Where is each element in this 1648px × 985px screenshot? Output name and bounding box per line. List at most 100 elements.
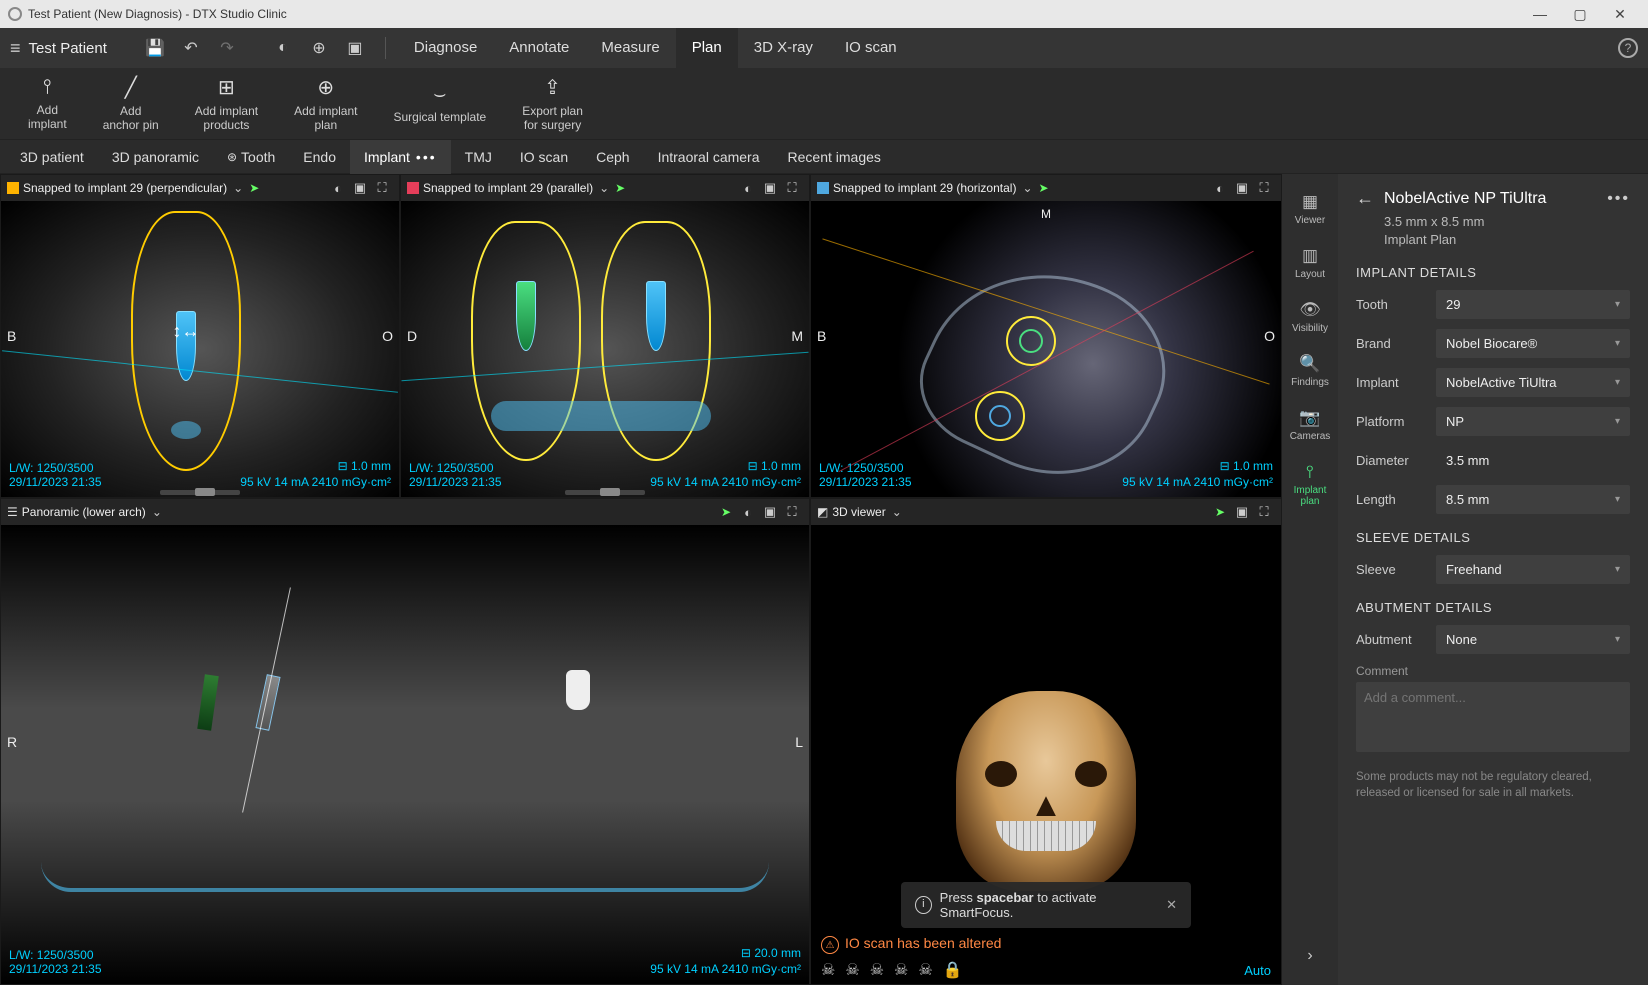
wstab-3d-patient[interactable]: 3D patient <box>6 140 98 174</box>
wstab-implant[interactable]: Implant••• <box>350 140 451 174</box>
tooth-select[interactable]: 29▾ <box>1436 290 1630 319</box>
view-horizontal[interactable]: Snapped to implant 29 (horizontal) ⌄ ➤ ◐… <box>810 174 1282 498</box>
fullscreen-icon[interactable]: ⛶ <box>1253 504 1275 520</box>
wstab-tmj[interactable]: TMJ <box>451 140 506 174</box>
fullscreen-icon[interactable]: ⛶ <box>781 180 803 196</box>
skull-side-icon[interactable]: ☠ <box>845 960 859 980</box>
undo-icon[interactable]: ↶ <box>179 38 203 58</box>
tab-diagnose[interactable]: Diagnose <box>398 28 493 68</box>
fullscreen-icon[interactable]: ⛶ <box>1253 180 1275 196</box>
tab-annotate[interactable]: Annotate <box>493 28 585 68</box>
skull-back-icon[interactable]: ☠ <box>870 960 884 980</box>
help-icon[interactable]: ? <box>1618 38 1638 58</box>
tool2-icon[interactable]: ⊕ <box>307 38 331 58</box>
pointer-icon[interactable]: ➤ <box>1215 505 1225 519</box>
lock-icon[interactable]: 🔒 <box>943 960 963 980</box>
chevron-down-icon[interactable]: ⌄ <box>599 181 609 195</box>
slice-slider[interactable] <box>160 490 240 495</box>
auto-label[interactable]: Auto <box>1244 963 1271 978</box>
comment-input[interactable] <box>1356 682 1630 752</box>
tab-ioscan[interactable]: IO scan <box>829 28 913 68</box>
window-title: Test Patient (New Diagnosis) - DTX Studi… <box>28 7 1520 21</box>
more-options-icon[interactable]: ••• <box>1607 190 1630 208</box>
view-perpendicular[interactable]: Snapped to implant 29 (perpendicular) ⌄ … <box>0 174 400 498</box>
chevron-down-icon[interactable]: ⌄ <box>892 505 902 519</box>
layers-icon[interactable]: ☰ <box>7 505 18 519</box>
tool1-icon[interactable]: ◐ <box>271 39 295 57</box>
abutment-select[interactable]: None▾ <box>1436 625 1630 654</box>
crop-icon[interactable]: ▣ <box>759 180 781 196</box>
crop-icon[interactable]: ▣ <box>759 504 781 520</box>
pointer-icon[interactable]: ➤ <box>615 181 625 195</box>
vt-visibility[interactable]: 👁Visibility <box>1282 290 1338 344</box>
platform-select[interactable]: NP▾ <box>1436 407 1630 436</box>
vt-layout[interactable]: ▥Layout <box>1282 236 1338 290</box>
save-icon[interactable]: 💾 <box>143 38 167 58</box>
crop-icon[interactable]: ▣ <box>1231 504 1253 520</box>
wstab-intraoral-camera[interactable]: Intraoral camera <box>644 140 774 174</box>
contrast-icon[interactable]: ◐ <box>1209 181 1231 196</box>
wstab-tooth[interactable]: ⊛Tooth <box>213 140 289 174</box>
more-icon[interactable]: ••• <box>416 140 437 174</box>
brand-select[interactable]: Nobel Biocare®▾ <box>1436 329 1630 358</box>
pointer-icon[interactable]: ➤ <box>249 181 259 195</box>
ribbon-add-implant-products[interactable]: ⊞ Add implant products <box>177 75 276 133</box>
vt-findings[interactable]: 🔍Findings <box>1282 344 1338 398</box>
ribbon-surgical-template[interactable]: ⌣ Surgical template <box>375 83 504 124</box>
tool3-icon[interactable]: ▣ <box>343 38 367 58</box>
tab-measure[interactable]: Measure <box>585 28 675 68</box>
color-swatch <box>817 182 829 194</box>
view-parallel[interactable]: Snapped to implant 29 (parallel) ⌄ ➤ ◐ ▣… <box>400 174 810 498</box>
chevron-down-icon[interactable]: ⌄ <box>1022 181 1032 195</box>
fullscreen-icon[interactable]: ⛶ <box>781 504 803 520</box>
tab-plan[interactable]: Plan <box>676 28 738 68</box>
length-select[interactable]: 8.5 mm▾ <box>1436 485 1630 514</box>
sleeve-select[interactable]: Freehand▾ <box>1436 555 1630 584</box>
vt-implant-plan[interactable]: ⫯Implant plan <box>1282 452 1338 517</box>
view-3d[interactable]: ◩ 3D viewer ⌄ ➤ ▣ ⛶ i <box>810 498 1282 985</box>
wstab-3d-panoramic[interactable]: 3D panoramic <box>98 140 213 174</box>
ribbon-add-implant-plan[interactable]: ⊕ Add implant plan <box>276 75 375 133</box>
chevron-down-icon[interactable]: ⌄ <box>152 505 162 519</box>
ribbon-add-implant[interactable]: ⫯ Add implant <box>10 76 85 132</box>
ct-image <box>811 201 1281 497</box>
skull-front-icon[interactable]: ☠ <box>821 960 835 980</box>
skull-bottom-icon[interactable]: ☠ <box>918 960 932 980</box>
collapse-panel-icon[interactable]: › <box>1307 927 1312 985</box>
back-arrow-icon[interactable]: ← <box>1356 188 1374 209</box>
crop-icon[interactable]: ▣ <box>1231 180 1253 196</box>
layout-icon: ▥ <box>1302 246 1318 266</box>
ribbon-export-plan[interactable]: ⇪ Export plan for surgery <box>504 75 601 133</box>
redo-icon[interactable]: ↷ <box>215 38 239 58</box>
chevron-down-icon[interactable]: ⌄ <box>233 181 243 195</box>
pointer-icon[interactable]: ➤ <box>721 505 731 519</box>
menu-icon[interactable]: ≡ <box>10 38 21 59</box>
ribbon-add-anchor-pin[interactable]: ╱ Add anchor pin <box>85 75 177 133</box>
close-icon[interactable]: ✕ <box>1154 897 1177 913</box>
viewer-icon: ▦ <box>1302 192 1318 212</box>
vt-cameras[interactable]: 📷Cameras <box>1282 398 1338 452</box>
slice-slider[interactable] <box>565 490 645 495</box>
vt-viewer[interactable]: ▦Viewer <box>1282 182 1338 236</box>
skull-top-icon[interactable]: ☠ <box>894 960 908 980</box>
maximize-button[interactable]: ▢ <box>1560 6 1600 23</box>
wstab-ceph[interactable]: Ceph <box>582 140 643 174</box>
implant-select[interactable]: NobelActive TiUltra▾ <box>1436 368 1630 397</box>
contrast-icon[interactable]: ◐ <box>737 181 759 196</box>
view-panoramic[interactable]: ☰ Panoramic (lower arch) ⌄ ➤ ◐ ▣ ⛶ Auto <box>0 498 810 985</box>
close-button[interactable]: ✕ <box>1600 6 1640 23</box>
pointer-icon[interactable]: ➤ <box>1039 181 1049 195</box>
fullscreen-icon[interactable]: ⛶ <box>371 180 393 196</box>
cube-icon[interactable]: ◩ <box>817 505 828 519</box>
patient-name[interactable]: Test Patient <box>29 40 107 57</box>
contrast-icon[interactable]: ◐ <box>737 505 759 520</box>
minimize-button[interactable]: — <box>1520 6 1560 22</box>
crop-icon[interactable]: ▣ <box>349 180 371 196</box>
contrast-icon[interactable]: ◐ <box>327 181 349 196</box>
wstab-recent-images[interactable]: Recent images <box>774 140 895 174</box>
tab-3dxray[interactable]: 3D X-ray <box>738 28 829 68</box>
ribbon: ⫯ Add implant ╱ Add anchor pin ⊞ Add imp… <box>0 68 1648 140</box>
wstab-endo[interactable]: Endo <box>289 140 350 174</box>
wstab-io-scan[interactable]: IO scan <box>506 140 582 174</box>
details-subtitle: 3.5 mm x 8.5 mm Implant Plan <box>1384 213 1630 249</box>
